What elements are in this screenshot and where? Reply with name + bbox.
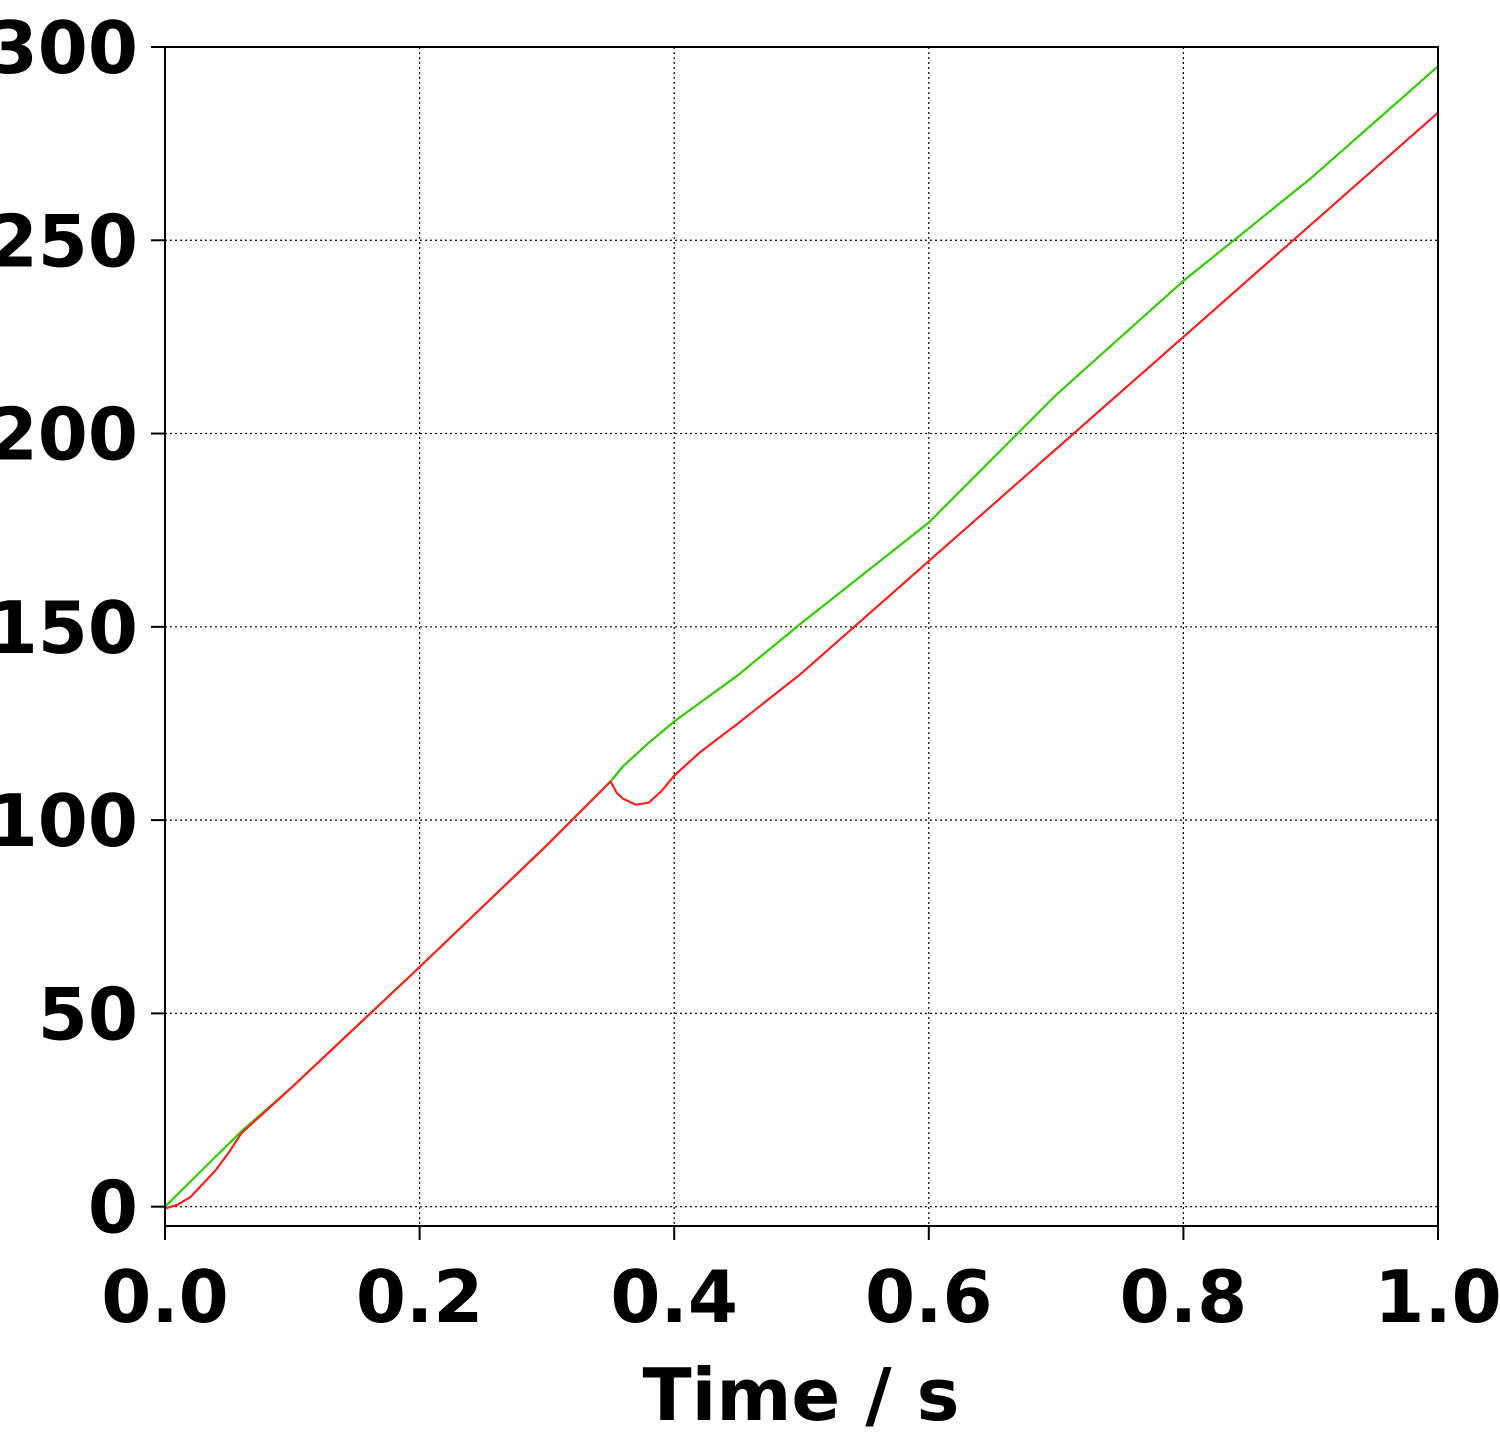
- x-tick-label: 1.0: [1374, 1255, 1500, 1339]
- y-tick-label: 100: [0, 779, 138, 863]
- y-tick-label: 0: [88, 1166, 138, 1250]
- x-tick-label: 0.8: [1120, 1255, 1248, 1339]
- x-axis-label: Time / s: [643, 1353, 960, 1437]
- grid-lines: [165, 47, 1438, 1226]
- plot-frame: [164, 46, 1439, 1227]
- series-layer: [164, 65, 1439, 1210]
- y-tick-label: 250: [0, 199, 138, 283]
- series-line-1: [164, 65, 1439, 1208]
- x-tick-label: 0.6: [865, 1255, 993, 1339]
- x-tick-label: 0.0: [101, 1255, 229, 1339]
- y-tick-label: 150: [0, 586, 138, 670]
- series-line-2: [164, 111, 1439, 1210]
- axes: [151, 46, 1439, 1240]
- x-tick-label: 0.4: [610, 1255, 738, 1339]
- tick-labels: 0.0 0.2 0.4 0.6 0.8 1.0 0 50 100 150 200 250 300: [0, 6, 1500, 1339]
- y-tick-label: 300: [0, 6, 138, 90]
- y-tick-label: 50: [38, 972, 138, 1056]
- x-tick-label: 0.2: [356, 1255, 484, 1339]
- y-tick-label: 200: [0, 393, 138, 477]
